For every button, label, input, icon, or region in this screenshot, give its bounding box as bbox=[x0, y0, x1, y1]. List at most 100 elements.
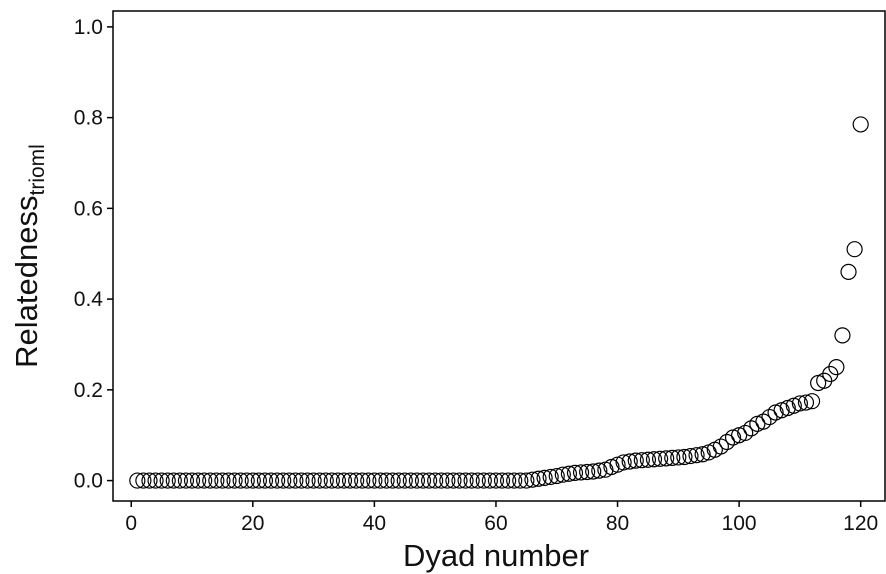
y-tick-label: 0.6 bbox=[74, 197, 103, 220]
data-point bbox=[378, 472, 395, 489]
data-point bbox=[190, 472, 207, 489]
data-point bbox=[500, 472, 517, 489]
data-point bbox=[305, 472, 322, 489]
y-axis-title: Relatedness bbox=[9, 196, 44, 368]
y-axis-title-group: Relatednesstrioml bbox=[9, 144, 49, 368]
data-point bbox=[621, 453, 638, 470]
data-point bbox=[566, 464, 584, 481]
data-point bbox=[846, 241, 863, 258]
data-point bbox=[761, 408, 778, 426]
y-tick-label: 0.4 bbox=[74, 288, 104, 311]
data-point bbox=[159, 472, 176, 489]
data-point bbox=[341, 472, 359, 489]
data-point bbox=[232, 472, 249, 489]
data-point bbox=[256, 472, 274, 489]
data-point bbox=[457, 472, 474, 489]
data-point bbox=[852, 116, 869, 133]
data-point bbox=[463, 472, 480, 489]
data-point bbox=[147, 472, 164, 489]
data-point bbox=[244, 472, 261, 489]
svg-text:Relatednesstrioml: Relatednesstrioml bbox=[9, 144, 49, 368]
data-point bbox=[427, 472, 444, 489]
data-point bbox=[287, 472, 304, 489]
data-point bbox=[560, 465, 578, 482]
data-point bbox=[743, 420, 760, 437]
x-tick-label: 80 bbox=[606, 512, 629, 535]
y-tick-label: 0.2 bbox=[74, 379, 103, 402]
data-point bbox=[220, 472, 237, 489]
data-point bbox=[414, 472, 432, 489]
plot-area bbox=[112, 10, 886, 502]
data-point bbox=[682, 447, 699, 465]
data-point bbox=[269, 472, 286, 489]
data-point bbox=[420, 472, 438, 489]
data-point bbox=[828, 359, 845, 376]
data-point bbox=[226, 472, 243, 489]
data-point bbox=[676, 448, 693, 466]
data-point bbox=[645, 451, 663, 468]
data-point bbox=[487, 472, 505, 489]
data-point bbox=[275, 472, 292, 489]
x-tick-label: 0 bbox=[125, 512, 137, 535]
data-point bbox=[670, 449, 687, 466]
data-point bbox=[469, 472, 486, 489]
x-tick-label: 20 bbox=[241, 512, 264, 535]
data-point bbox=[712, 438, 729, 455]
data-point bbox=[238, 472, 255, 489]
data-point bbox=[651, 450, 669, 467]
data-point bbox=[718, 433, 736, 451]
data-point bbox=[335, 472, 353, 489]
data-point bbox=[591, 462, 608, 479]
data-point bbox=[360, 472, 377, 489]
data-point bbox=[791, 395, 808, 412]
data-point bbox=[293, 472, 310, 489]
x-tick-label: 100 bbox=[722, 512, 757, 535]
data-point bbox=[372, 472, 389, 489]
data-point bbox=[281, 472, 298, 489]
data-point bbox=[658, 450, 675, 467]
data-point bbox=[384, 472, 401, 489]
data-point bbox=[664, 449, 681, 466]
data-point bbox=[390, 472, 407, 489]
data-point bbox=[329, 472, 347, 489]
data-point bbox=[348, 472, 365, 489]
data-point bbox=[493, 472, 511, 489]
data-point bbox=[585, 463, 602, 480]
data-point bbox=[250, 472, 267, 489]
data-point bbox=[572, 464, 590, 481]
data-point bbox=[141, 472, 158, 489]
data-point bbox=[311, 472, 328, 489]
data-point bbox=[840, 263, 857, 280]
y-tick-label: 1.0 bbox=[74, 16, 103, 39]
data-point bbox=[834, 327, 851, 344]
data-point bbox=[354, 472, 371, 489]
data-point bbox=[262, 472, 280, 489]
data-point bbox=[797, 394, 815, 411]
data-point bbox=[542, 468, 559, 486]
data-point bbox=[506, 472, 523, 489]
data-point bbox=[208, 472, 225, 489]
x-axis-title: Dyad number bbox=[403, 538, 589, 573]
data-point bbox=[615, 454, 632, 471]
data-points bbox=[129, 116, 869, 489]
data-point bbox=[579, 463, 596, 481]
x-axis-ticks: 0 20 40 60 80 100 120 bbox=[125, 501, 878, 535]
x-tick-label: 60 bbox=[484, 512, 507, 535]
data-point bbox=[171, 472, 188, 489]
data-point bbox=[639, 451, 657, 468]
data-point bbox=[536, 469, 553, 486]
data-point bbox=[196, 472, 213, 489]
data-point bbox=[135, 472, 152, 489]
data-point bbox=[451, 472, 468, 489]
data-point bbox=[433, 472, 450, 489]
data-point bbox=[396, 472, 413, 489]
data-point bbox=[439, 472, 456, 489]
y-tick-label: 0.0 bbox=[74, 470, 103, 493]
data-point bbox=[323, 472, 340, 489]
data-point bbox=[633, 452, 650, 469]
data-point bbox=[183, 472, 201, 489]
data-point bbox=[737, 424, 754, 442]
data-point bbox=[366, 472, 383, 489]
data-point bbox=[299, 472, 316, 489]
data-point bbox=[755, 413, 772, 430]
